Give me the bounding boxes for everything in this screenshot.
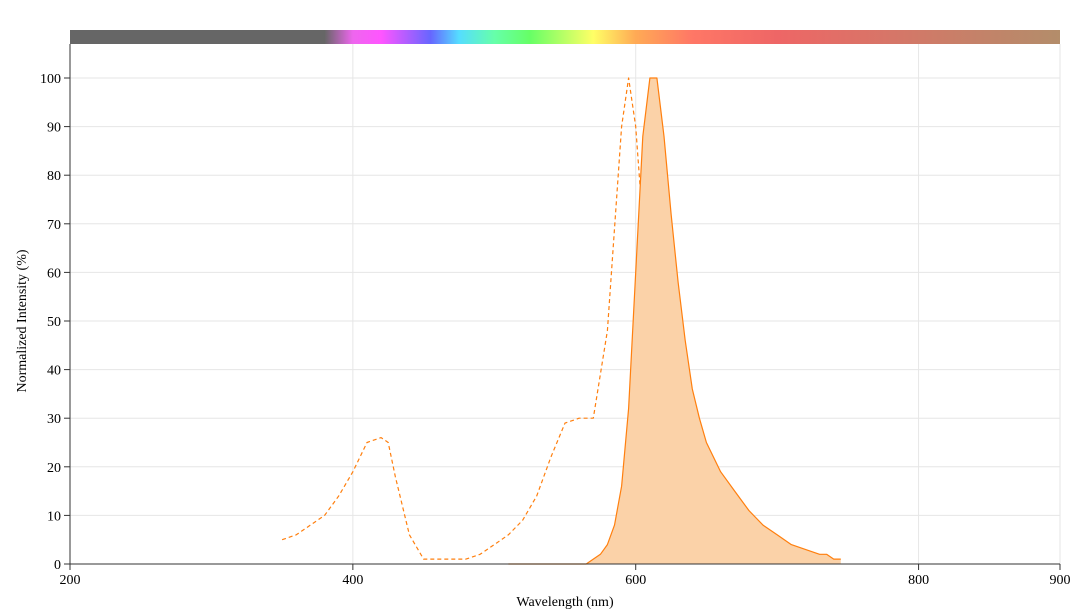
- x-tick-label: 600: [625, 573, 646, 588]
- series-1-area: [508, 78, 841, 564]
- y-tick-label: 100: [40, 72, 61, 87]
- x-tick-label: 200: [60, 573, 81, 588]
- axes: 0 10 20 30 40 50 60 70 80 90 100 200 400 600 800 900: [40, 44, 1071, 588]
- y-tick-label: 50: [47, 315, 61, 330]
- y-tick-label: 0: [54, 558, 61, 573]
- x-tick-label: 900: [1050, 573, 1071, 588]
- y-tick-label: 40: [47, 364, 61, 379]
- y-tick-label: 30: [47, 412, 61, 427]
- y-tick-label: 10: [47, 509, 61, 524]
- y-axis-title: Normalized Intensity (%): [15, 249, 30, 392]
- spectrum-color-bar: [70, 30, 1060, 44]
- y-tick-label: 80: [47, 169, 61, 184]
- y-tick-label: 90: [47, 121, 61, 136]
- y-tick-label: 20: [47, 461, 61, 476]
- x-axis-title: Wavelength (nm): [516, 595, 614, 610]
- y-tick-label: 60: [47, 266, 61, 281]
- grid: [70, 44, 1061, 564]
- series-0-line: [281, 77, 693, 560]
- y-tick-label: 70: [47, 218, 61, 233]
- x-tick-label: 400: [342, 573, 363, 588]
- x-tick-label: 800: [908, 573, 929, 588]
